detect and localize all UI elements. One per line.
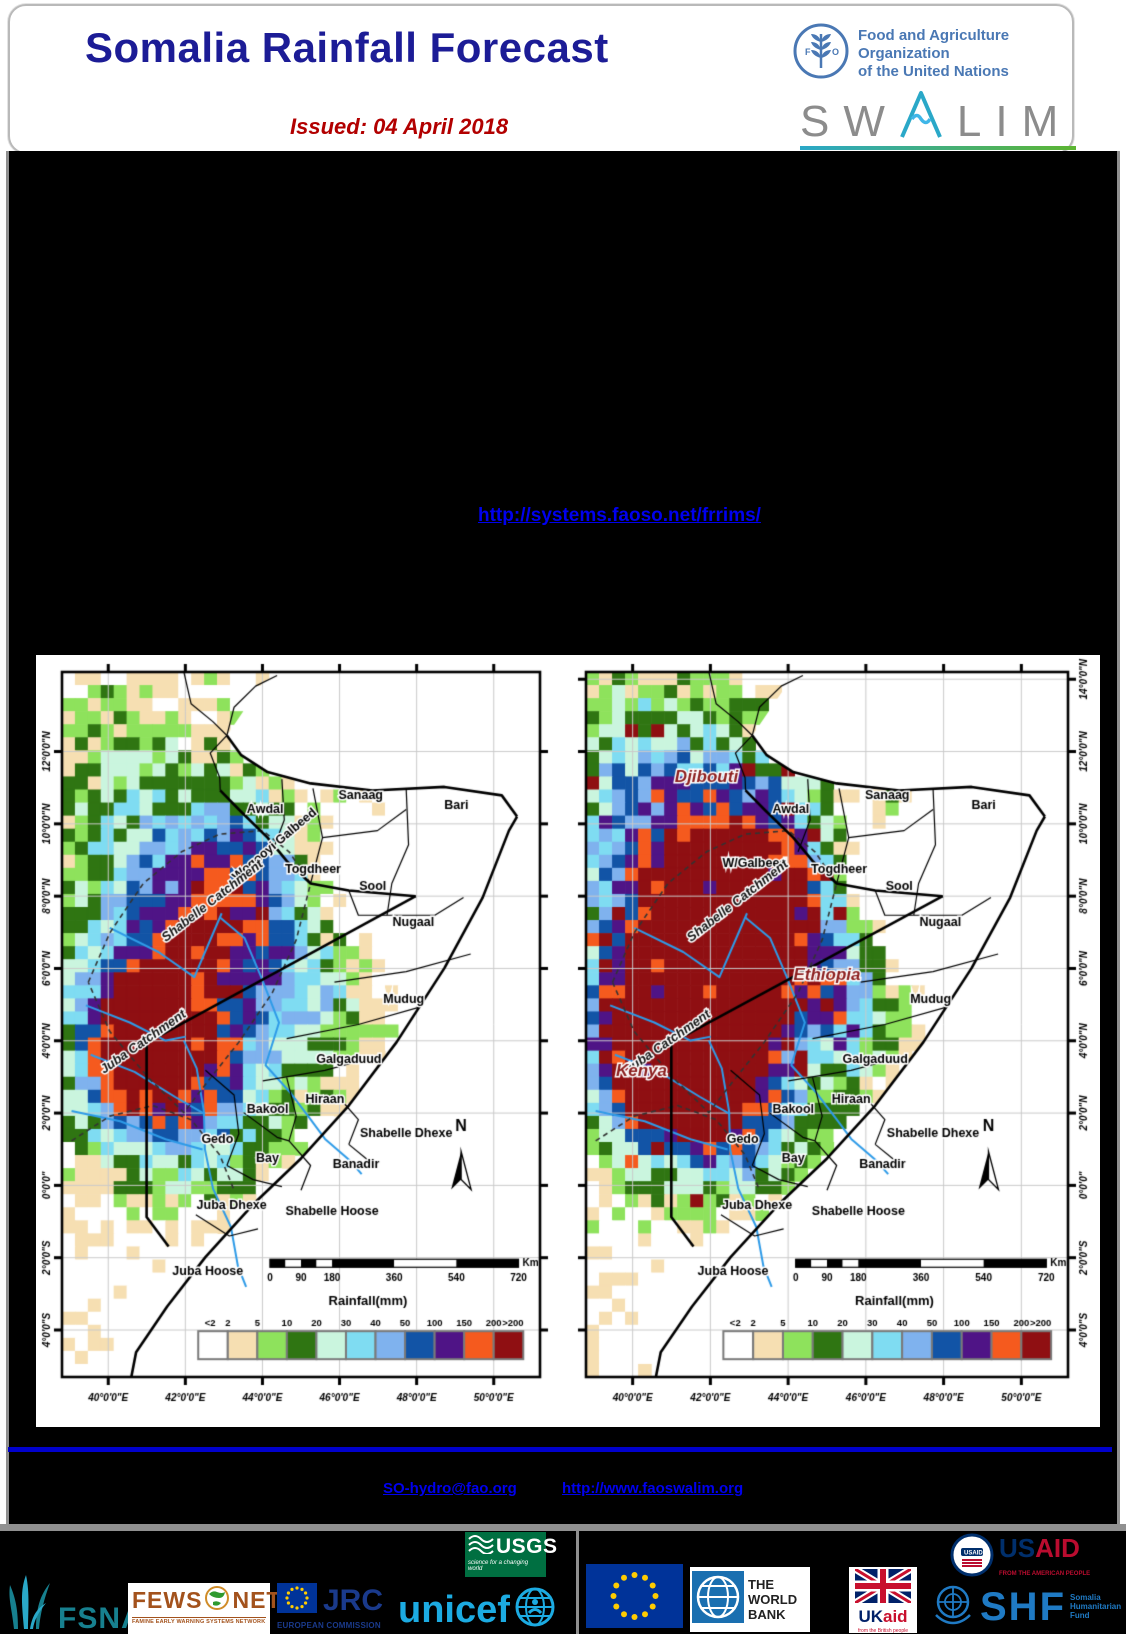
maps-panel (36, 655, 1100, 1427)
contact-email-link[interactable]: SO-hydro@fao.org (383, 1480, 517, 1497)
swalim-website-link[interactable]: http://www.faoswalim.org (562, 1480, 744, 1497)
svg-text:O: O (832, 47, 839, 57)
unicef-name: unicef (398, 1588, 510, 1631)
footer-links: SO-hydro@fao.org http://www.faoswalim.or… (0, 1480, 1126, 1504)
usaid-logo: USAID USAID FROM THE AMERICAN PEOPLE (950, 1533, 1090, 1582)
ukaid-uk: UK (858, 1607, 883, 1626)
jrc-subtitle: EUROPEAN COMMISSION (277, 1621, 381, 1630)
fsnau-grass-icon (6, 1569, 58, 1634)
ukaid-tagline: from the British people (857, 1628, 909, 1634)
worldbank-name: THE WORLD BANK (748, 1577, 798, 1622)
fews-word: NET (232, 1587, 282, 1613)
fews-tagline: FAMINE EARLY WARNING SYSTEMS NETWORK (132, 1617, 266, 1625)
usaid-tagline: FROM THE AMERICAN PEOPLE (999, 1570, 1091, 1577)
usaid-name: USAID (999, 1532, 1080, 1563)
frrims-portal-link-wrap: http://systems.faoso.net/frrims/ (478, 505, 761, 527)
jrc-acronym: JRC (323, 1583, 384, 1617)
page-title: Somalia Rainfall Forecast (85, 24, 609, 71)
header: Somalia Rainfall Forecast Issued: 04 Apr… (8, 4, 1076, 154)
rainfall-forecast-map-week1 (36, 656, 551, 1422)
logos-divider (576, 1531, 579, 1634)
eu-flag-small-icon (277, 1583, 317, 1618)
eu-flag-logo (586, 1564, 683, 1633)
swalim-letter: M (1021, 97, 1059, 146)
swalim-letter: L (956, 97, 982, 146)
usgs-logo: USGS science for a changing world (465, 1532, 557, 1577)
swalim-letter: W (843, 97, 885, 146)
fao-logo: F O Food and Agriculture Organization of… (792, 22, 1072, 85)
shf-logo: SHF Somalia Humanitarian Fund (930, 1581, 1121, 1632)
partner-logos: FSNAU FEWS NET FAMINE EARLY WARNING SYST… (0, 1531, 1126, 1634)
usgs-tagline: science for a changing world (468, 1560, 529, 1572)
fews-globe-icon (204, 1585, 230, 1616)
separator-line (8, 1447, 1112, 1452)
unicef-emblem-icon (514, 1586, 556, 1633)
un-emblem-icon (930, 1581, 976, 1632)
rainfall-forecast-map-week2 (558, 656, 1100, 1422)
footer-divider (0, 1524, 1126, 1531)
swalim-a-mountain-icon (899, 89, 943, 144)
ukaid-aid: aid (883, 1607, 908, 1626)
svg-text:USAID: USAID (964, 1551, 983, 1557)
shf-acronym: SHF (980, 1584, 1066, 1629)
union-jack-icon (853, 1566, 913, 1608)
usgs-wave-icon (468, 1534, 494, 1559)
shf-subtitle: Somalia Humanitarian Fund (1070, 1593, 1122, 1620)
swalim-baseline (800, 146, 1076, 150)
fewsnet-logo: FEWS NET FAMINE EARLY WARNING SYSTEMS NE… (128, 1583, 280, 1634)
unicef-logo: unicef (398, 1586, 556, 1633)
worldbank-globe-icon (692, 1571, 744, 1628)
frrims-portal-link[interactable]: http://systems.faoso.net/frrims/ (478, 505, 761, 526)
fao-emblem-icon: F O (792, 22, 850, 85)
usgs-name: USGS (496, 1534, 558, 1558)
swalim-letter: I (995, 97, 1008, 146)
ukaid-logo: UKaid from the British people (849, 1566, 917, 1634)
issued-date: Issued: 04 April 2018 (290, 114, 509, 139)
jrc-logo: JRC EUROPEAN COMMISSION (277, 1583, 385, 1634)
swalim-logo: S W L I M (800, 91, 1076, 152)
usaid-seal-icon: USAID (950, 1533, 994, 1582)
swalim-letter: S (800, 97, 830, 146)
worldbank-logo: THE WORLD BANK (690, 1567, 810, 1632)
svg-text:F: F (805, 47, 811, 57)
fao-org-name: Food and Agriculture Organization of the… (858, 26, 1010, 80)
fews-word: FEWS (132, 1587, 203, 1613)
